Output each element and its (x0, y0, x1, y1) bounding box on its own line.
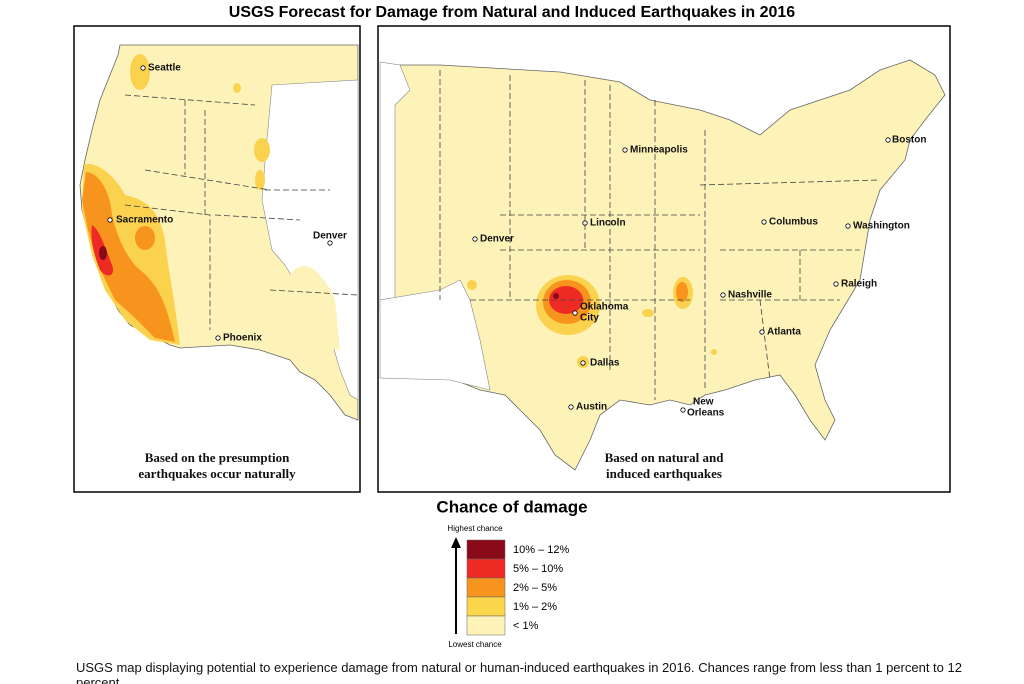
legend-title: Chance of damage (436, 497, 587, 516)
city-dot (572, 310, 578, 316)
city-label: Washington (853, 221, 910, 232)
left-map (73, 25, 361, 493)
city-label: Lincoln (590, 218, 626, 229)
legend-low: Lowest chance (448, 640, 502, 649)
city-label: Seattle (148, 63, 181, 74)
city-dot (845, 223, 851, 229)
city-label: Minneapolis (630, 145, 688, 156)
city-dot (107, 217, 113, 223)
city-dot (759, 329, 765, 335)
city-label: Nashville (728, 290, 772, 301)
legend-label: 10% – 12% (513, 544, 569, 556)
right-caption: induced earthquakes (606, 466, 722, 481)
footnote: USGS map displaying potential to experie… (76, 660, 962, 684)
legend-label: < 1% (513, 620, 539, 632)
legend-swatch (466, 615, 506, 636)
city-dot (215, 335, 221, 341)
legend-swatch (466, 596, 506, 617)
legend-arrowhead (451, 537, 461, 548)
city-dot (833, 281, 839, 287)
city-label: Oklahoma (580, 302, 629, 313)
city-label: City (580, 313, 599, 324)
city-dot (885, 137, 891, 143)
city-label: Dallas (590, 358, 620, 369)
city-dot (568, 404, 574, 410)
city-dot (582, 220, 588, 226)
city-label: Denver (480, 234, 514, 245)
right-caption: Based on natural and (605, 450, 725, 465)
city-label: New (693, 397, 714, 408)
city-label: Austin (576, 402, 607, 413)
legend-high: Highest chance (447, 524, 503, 533)
city-label: Raleigh (841, 279, 877, 290)
city-label: Columbus (769, 217, 818, 228)
city-label: Sacramento (116, 215, 173, 226)
legend: 10% – 12% 5% – 10% 2% – 5% 1% – 2% < 1% (466, 539, 569, 636)
left-caption: Based on the presumption (145, 450, 290, 465)
legend-label: 2% – 5% (513, 582, 557, 594)
city-label: Atlanta (767, 327, 801, 338)
title: USGS Forecast for Damage from Natural an… (229, 4, 795, 21)
city-label: Denver (313, 231, 347, 242)
legend-label: 1% – 2% (513, 601, 557, 613)
city-label: Phoenix (223, 333, 262, 344)
city-labels: Seattle Sacramento Denver Phoenix Minneapoli… (107, 63, 926, 419)
city-dot (622, 147, 628, 153)
legend-label: 5% – 10% (513, 563, 563, 575)
city-dot (327, 240, 333, 246)
legend-swatch (466, 558, 506, 579)
city-dot (761, 219, 767, 225)
city-label: Boston (892, 135, 926, 146)
city-dot (720, 292, 726, 298)
left-caption: earthquakes occur naturally (138, 466, 296, 481)
city-label: Orleans (687, 408, 725, 419)
city-dot (140, 65, 146, 71)
legend-swatch (466, 577, 506, 598)
right-map (377, 25, 951, 493)
city-dot (580, 360, 586, 366)
city-dot (680, 407, 686, 413)
legend-swatch (466, 539, 506, 560)
city-dot (472, 236, 478, 242)
